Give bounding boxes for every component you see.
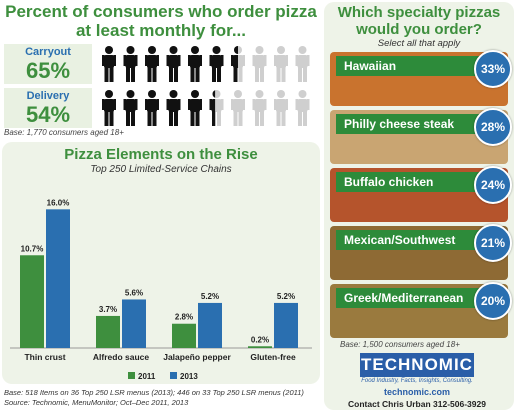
legend-swatch bbox=[128, 372, 135, 379]
delivery-value: 54% bbox=[25, 102, 71, 127]
legend-swatch bbox=[170, 372, 177, 379]
pizza-percent-badge: 33% bbox=[474, 50, 512, 88]
specialty-title-line2: would you order? bbox=[356, 21, 482, 38]
brand-tagline: Food Industry, Facts, Insights, Consulti… bbox=[361, 378, 473, 384]
bar-2013-2 bbox=[198, 302, 222, 348]
technomic-logo: TECHNOMIC bbox=[360, 353, 474, 377]
pizza-label: Mexican/Southwest bbox=[336, 230, 492, 250]
bar-value-label: 5.6% bbox=[125, 288, 143, 297]
bar-value-label: 16.0% bbox=[47, 198, 70, 207]
pizza-percent-badge: 20% bbox=[474, 282, 512, 320]
person-icon bbox=[123, 46, 138, 82]
person-icon bbox=[166, 46, 181, 82]
legend-label: 2013 bbox=[180, 372, 198, 381]
person-icon bbox=[188, 90, 202, 126]
stats-base-note: Base: 1,770 consumers aged 18+ bbox=[4, 128, 124, 137]
category-label: Gluten-free bbox=[250, 352, 296, 362]
person-icon bbox=[231, 90, 245, 126]
pizza-label: Greek/Mediterranean bbox=[336, 288, 492, 308]
specialty-base-note: Base: 1,500 consumers aged 18+ bbox=[340, 340, 460, 349]
person-icon bbox=[252, 90, 267, 126]
bar-2011-2 bbox=[172, 323, 196, 348]
person-icon bbox=[274, 46, 288, 82]
person-icon bbox=[252, 46, 267, 82]
bar-value-label: 2.8% bbox=[175, 313, 193, 322]
category-label: Thin crust bbox=[24, 352, 65, 362]
brand-contact: Contact Chris Urban 312-506-3929 bbox=[348, 399, 486, 409]
person-icon bbox=[102, 90, 116, 126]
bar-chart: 10.7% 16.0% Thin crust 3.7% 5.6% Alfredo sauc… bbox=[10, 198, 312, 381]
pizza-percent-badge: 21% bbox=[474, 224, 512, 262]
bar-value-label: 0.2% bbox=[251, 335, 269, 344]
pizza-percent-badge: 24% bbox=[474, 166, 512, 204]
chart-subtitle: Top 250 Limited-Service Chains bbox=[90, 164, 232, 175]
person-icon bbox=[274, 90, 288, 126]
page-title: Percent of consumers who order pizza at … bbox=[0, 2, 322, 40]
person-icon bbox=[295, 46, 310, 82]
footnote-line-1: Base: 518 Items on 36 Top 250 LSR menus … bbox=[4, 388, 304, 397]
person-icon bbox=[166, 90, 181, 126]
legend-label: 2011 bbox=[138, 372, 156, 381]
person-icon bbox=[295, 90, 310, 126]
people-icons bbox=[102, 46, 310, 82]
bar-2011-0 bbox=[20, 255, 44, 348]
footnote-line-2: Source: Technomic, MenuMonitor; Oct–Dec … bbox=[4, 398, 189, 407]
specialty-subtitle: Select all that apply bbox=[377, 38, 461, 49]
category-label: Alfredo sauce bbox=[93, 352, 149, 362]
specialty-title: Which specialty pizzas would you order? bbox=[324, 4, 514, 38]
bar-2011-1 bbox=[96, 315, 120, 348]
pizza-label: Hawaiian bbox=[336, 56, 492, 76]
page-title-text: Percent of consumers who order pizza at … bbox=[5, 2, 317, 40]
pizza-label: Buffalo chicken bbox=[336, 172, 492, 192]
carryout-value: 65% bbox=[25, 58, 71, 83]
brand-url[interactable]: technomic.com bbox=[383, 387, 450, 397]
chart-title: Pizza Elements on the Rise bbox=[64, 146, 258, 163]
specialty-title-line1: Which specialty pizzas bbox=[337, 4, 501, 21]
bar-value-label: 5.2% bbox=[277, 292, 295, 301]
person-icon bbox=[209, 90, 224, 126]
delivery-stat: Delivery 54% bbox=[4, 88, 92, 128]
person-icon bbox=[102, 46, 116, 82]
person-icon bbox=[123, 90, 138, 126]
carryout-stat: Carryout 65% bbox=[4, 44, 92, 84]
category-label: Jalapeño pepper bbox=[163, 352, 231, 362]
bar-value-label: 3.7% bbox=[99, 305, 117, 314]
carryout-people-row bbox=[100, 44, 320, 84]
bar-2011-3 bbox=[248, 346, 272, 348]
bar-value-label: 5.2% bbox=[201, 292, 219, 301]
person-icon bbox=[145, 90, 159, 126]
chart-footnote: Base: 518 Items on 36 Top 250 LSR menus … bbox=[4, 388, 324, 408]
carryout-label: Carryout bbox=[25, 46, 71, 58]
person-icon bbox=[231, 46, 245, 82]
people-icons bbox=[102, 90, 310, 126]
person-icon bbox=[188, 46, 202, 82]
person-icon bbox=[145, 46, 159, 82]
bar-2013-3 bbox=[274, 302, 298, 348]
bar-value-label: 10.7% bbox=[21, 244, 44, 253]
bar-2013-1 bbox=[122, 299, 146, 348]
delivery-label: Delivery bbox=[26, 90, 70, 102]
pizza-percent-badge: 28% bbox=[474, 108, 512, 146]
bar-2013-0 bbox=[46, 209, 70, 348]
delivery-people-row bbox=[100, 88, 320, 128]
person-icon bbox=[209, 46, 224, 82]
pizza-label: Philly cheese steak bbox=[336, 114, 492, 134]
